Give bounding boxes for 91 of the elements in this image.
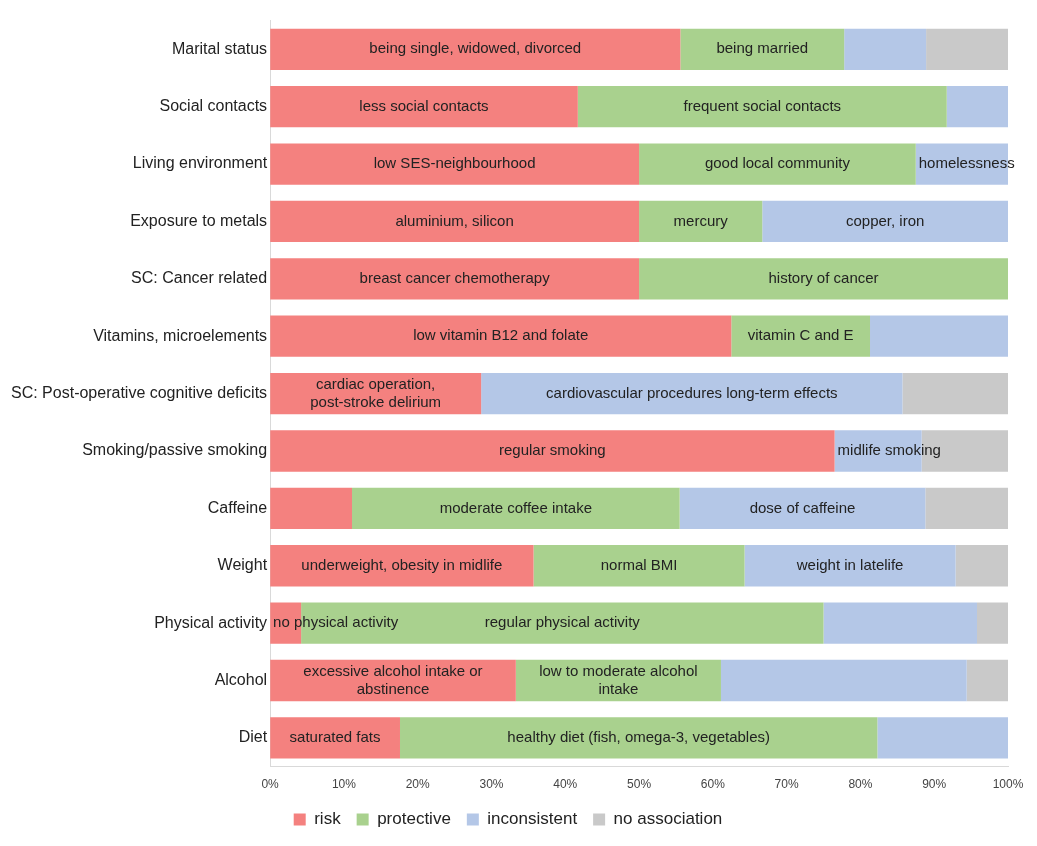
- bar: [946, 86, 1008, 128]
- bar: [639, 200, 763, 243]
- y-tick-label: Physical activity: [154, 613, 268, 631]
- legend-label: protective: [377, 809, 451, 829]
- data-label: low vitamin B12 and folate: [413, 326, 589, 344]
- legend-label: no association: [613, 809, 723, 829]
- data-label: less social contacts: [359, 96, 489, 114]
- bar: [744, 545, 956, 587]
- legend-label: risk: [314, 809, 342, 829]
- data-label: being single, widowed, divorced: [369, 39, 582, 57]
- bar: [533, 545, 745, 587]
- y-tick-label: Diet: [238, 728, 268, 746]
- bar: [399, 717, 878, 759]
- y-tick-label: SC: Cancer related: [131, 269, 268, 287]
- bar: [270, 430, 835, 472]
- data-label: breast cancer chemotherapy: [359, 268, 551, 286]
- data-label: cardiovascular procedures long-term effects: [546, 383, 838, 401]
- y-tick-label: SC: Post-operative cognitive deficits: [10, 384, 268, 402]
- bar: [270, 487, 353, 530]
- legend-label: inconsistent: [487, 809, 578, 829]
- y-tick-label: Marital status: [171, 39, 268, 57]
- data-label: history of cancer: [768, 268, 879, 286]
- bar: [877, 717, 1008, 759]
- data-label: regular physical activity: [484, 613, 641, 631]
- x-tick-label: 70%: [774, 777, 799, 792]
- data-label: good local community: [704, 154, 851, 172]
- data-label: homelessness: [918, 154, 1015, 172]
- data-label: copper, iron: [845, 211, 925, 229]
- x-tick-label: 40%: [553, 777, 578, 792]
- x-tick-label: 80%: [848, 777, 873, 792]
- data-label: underweight, obesity in midlife: [301, 555, 503, 573]
- x-tick-label: 30%: [479, 777, 504, 792]
- data-label: frequent social contacts: [683, 96, 842, 114]
- y-tick-label: Weight: [217, 556, 268, 574]
- data-label: dose of caffeine: [749, 498, 856, 516]
- y-tick-label: Social contacts: [159, 97, 268, 115]
- bar: [270, 28, 681, 70]
- y-tick-label: Vitamins, microelements: [93, 326, 268, 344]
- bar: [731, 315, 871, 357]
- bar: [823, 602, 978, 644]
- data-label: regular smoking: [499, 441, 606, 459]
- data-label: midlife smoking: [837, 441, 941, 459]
- bar: [955, 545, 1008, 587]
- data-label: excessive alcohol intake or abstinence: [303, 661, 483, 697]
- bar: [270, 86, 578, 128]
- bar: [679, 487, 926, 530]
- bar: [720, 659, 967, 702]
- bar: [352, 487, 680, 530]
- bar: [844, 28, 927, 70]
- bar: [270, 143, 640, 185]
- data-label: cardiac operation, post-stroke delirium: [310, 374, 442, 410]
- bar: [680, 28, 845, 70]
- bar: [870, 315, 1008, 357]
- bar: [977, 602, 1008, 644]
- bar: [639, 143, 916, 185]
- y-tick-label: Exposure to metals: [130, 211, 268, 229]
- y-tick-label: Alcohol: [214, 670, 268, 688]
- x-tick-label: 50%: [627, 777, 652, 792]
- bar: [270, 717, 400, 759]
- data-label: low SES-neighbourhood: [373, 154, 536, 172]
- data-label: vitamin C and E: [747, 326, 854, 344]
- y-tick-label: Smoking/passive smoking: [82, 441, 268, 459]
- x-tick-label: 90%: [922, 777, 947, 792]
- bar: [481, 372, 903, 415]
- x-tick-label: 100%: [992, 777, 1024, 792]
- data-label: saturated fats: [289, 728, 381, 746]
- data-label: weight in latelife: [795, 555, 904, 573]
- bar: [902, 372, 1008, 415]
- data-label: low to moderate alcohol intake: [539, 661, 698, 697]
- data-label: healthy diet (fish, omega-3, vegetables): [507, 728, 771, 746]
- bar: [270, 200, 640, 243]
- data-label: moderate coffee intake: [439, 498, 592, 516]
- x-tick-label: 60%: [700, 777, 726, 792]
- bar: [639, 258, 1008, 300]
- bar: [577, 86, 947, 128]
- bar: [966, 659, 1008, 702]
- x-tick-label: 10%: [331, 777, 357, 792]
- bar: [270, 315, 732, 357]
- data-label: normal BMI: [600, 555, 678, 573]
- bar: [926, 28, 1008, 70]
- y-tick-label: Living environment: [132, 154, 268, 172]
- bar: [925, 487, 1008, 530]
- bar: [762, 200, 1008, 243]
- bar: [270, 258, 640, 300]
- data-label: being married: [716, 39, 809, 57]
- x-tick-label: 20%: [405, 777, 431, 792]
- y-tick-label: Caffeine: [207, 498, 268, 516]
- data-label: no physical activity: [273, 613, 399, 631]
- x-tick-label: 0%: [261, 777, 280, 792]
- data-label: mercury: [673, 211, 729, 229]
- data-label: aluminium, silicon: [395, 211, 514, 229]
